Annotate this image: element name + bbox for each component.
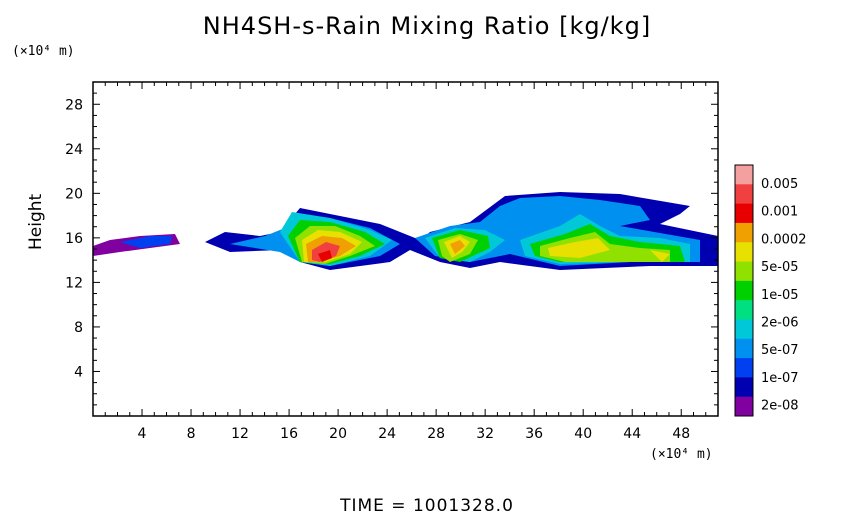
x-tick-label: 8 (187, 426, 196, 442)
band-max (318, 250, 332, 262)
colorbar: 0.005 0.001 0.0002 5e-05 1e-05 2e-06 5e-07 1e-0… (734, 164, 807, 417)
colorbar-swatch (735, 184, 753, 205)
x-tick-label: 24 (378, 426, 396, 442)
y-tick-label: 20 (65, 186, 83, 202)
x-tick-label: 4 (138, 426, 147, 442)
x-tick-label: 20 (329, 426, 347, 442)
colorbar-swatch (735, 396, 753, 417)
mixing-ratio-field (93, 192, 718, 270)
time-value: 1001328.0 (412, 496, 514, 516)
colorbar-swatch (735, 300, 753, 320)
y-unit-label: (×10⁴ m) (12, 44, 75, 59)
y-axis: 4 8 12 16 20 24 28 (65, 92, 718, 406)
colorbar-swatch (735, 358, 753, 378)
x-tick-label: 28 (427, 426, 445, 442)
x-unit-label: (×10⁴ m) (650, 447, 713, 462)
colorbar-swatch (735, 261, 753, 282)
colorbar-label: 0.005 (761, 177, 798, 192)
x-axis: 4 8 12 16 20 24 28 32 36 40 44 48 (104, 82, 707, 442)
colorbar-swatch (735, 319, 753, 340)
x-tick-label: 16 (280, 426, 298, 442)
colorbar-swatch (735, 280, 753, 301)
x-tick-label: 32 (476, 426, 494, 442)
x-tick-label: 48 (672, 426, 690, 442)
colorbar-swatch (735, 377, 753, 398)
y-tick-label: 16 (65, 231, 83, 247)
colorbar-swatch (735, 203, 753, 224)
time-footer: TIME = 1001328.0 (0, 496, 854, 516)
band-1e-07-left (120, 236, 172, 248)
band-0.001 (306, 236, 465, 262)
x-tick-label: 12 (231, 426, 249, 442)
colorbar-swatch (735, 242, 753, 263)
colorbar-label: 1e-07 (761, 371, 799, 386)
x-tick-label: 40 (574, 426, 592, 442)
colorbar-swatch (735, 222, 753, 243)
colorbar-label: 1e-05 (761, 288, 799, 303)
x-tick-label: 36 (525, 426, 543, 442)
chart-title: NH4SH-s-Rain Mixing Ratio [kg/kg] (202, 12, 652, 40)
colorbar-frame (734, 164, 754, 417)
y-tick-label: 12 (65, 275, 83, 291)
colorbar-swatch (735, 165, 753, 185)
y-tick-label: 8 (74, 320, 83, 336)
band-0.0002 (302, 230, 670, 262)
colorbar-label: 0.001 (761, 205, 798, 220)
time-label: TIME = (340, 496, 407, 516)
colorbar-label: 2e-08 (761, 399, 799, 414)
colorbar-swatch (735, 338, 753, 359)
colorbar-label: 0.0002 (761, 232, 807, 247)
colorbar-label: 2e-06 (761, 316, 799, 331)
y-tick-label: 28 (65, 97, 83, 113)
colorbar-label: 5e-07 (761, 343, 799, 358)
x-tick-label: 44 (623, 426, 641, 442)
colorbar-label: 5e-05 (761, 260, 799, 275)
y-tick-label: 24 (65, 142, 83, 158)
y-tick-label: 4 (74, 364, 83, 380)
